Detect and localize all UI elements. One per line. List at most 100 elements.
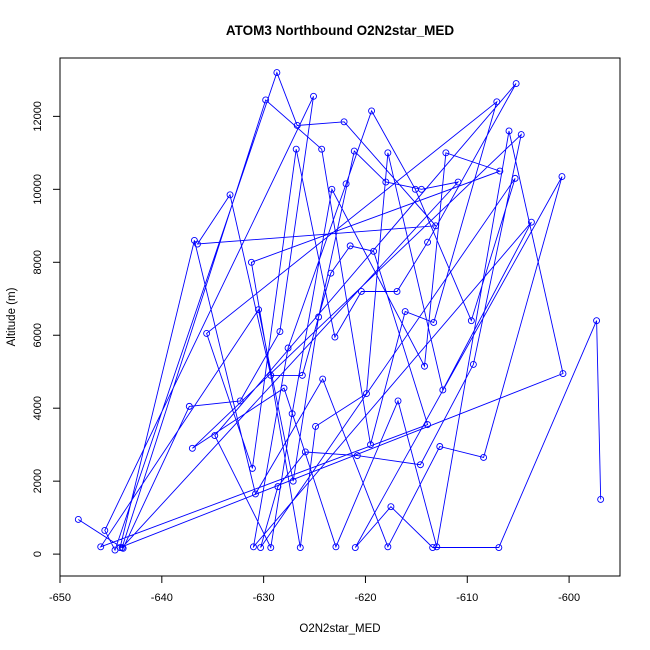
data-point: [190, 236, 198, 244]
data-point: [384, 149, 392, 157]
data-point: [101, 526, 109, 534]
data-point: [293, 122, 301, 129]
data-point: [368, 107, 376, 115]
data-point: [496, 167, 504, 175]
series-line: [78, 71, 602, 552]
x-axis: -650 -640 -630 -620 -610 -600: [49, 575, 580, 604]
data-point: [298, 371, 306, 379]
data-point: [252, 490, 259, 498]
data-point: [119, 544, 127, 552]
data-point: [257, 544, 265, 551]
data-point: [350, 147, 358, 155]
y-tick-label: 12000: [32, 101, 44, 132]
plot-frame: [59, 57, 621, 577]
y-tick-label: 4000: [32, 396, 44, 420]
data-point: [292, 145, 300, 153]
data-point: [211, 432, 219, 440]
x-tick-label: -610: [456, 592, 478, 604]
data-point: [289, 477, 297, 485]
data-point: [387, 503, 395, 511]
y-tick-label: 2000: [32, 469, 44, 493]
data-point: [527, 218, 535, 226]
data-point: [331, 333, 339, 341]
data-point: [467, 317, 475, 325]
data-point: [505, 127, 513, 135]
data-point: [310, 92, 317, 100]
data-point: [353, 452, 361, 460]
data-point: [439, 386, 447, 394]
data-point: [593, 317, 601, 325]
data-point: [288, 410, 296, 418]
data-point: [327, 269, 335, 277]
data-point: [454, 178, 462, 186]
data-point: [424, 421, 432, 429]
x-tick-label: -620: [354, 592, 376, 604]
data-point: [517, 131, 525, 139]
data-point: [284, 344, 292, 352]
data-point: [597, 495, 605, 503]
data-point: [262, 96, 270, 104]
data-point: [188, 444, 196, 452]
series-points: [74, 69, 605, 554]
y-tick-label: 10000: [32, 174, 44, 205]
data-point: [429, 544, 437, 551]
data-point: [370, 247, 378, 255]
data-point: [469, 360, 477, 368]
y-axis-label: Altitude (m): [6, 287, 18, 346]
data-point: [116, 544, 124, 551]
data-point: [351, 544, 359, 551]
data-point: [346, 242, 354, 250]
data-point: [267, 544, 275, 551]
data-point: [247, 258, 255, 266]
data-point: [296, 544, 304, 551]
data-point: [401, 308, 409, 315]
data-point: [74, 516, 82, 523]
data-point: [280, 384, 288, 392]
data-point: [226, 191, 234, 199]
y-tick-label: 8000: [32, 250, 44, 274]
x-tick-label: -640: [151, 592, 173, 604]
y-tick-label: 6000: [32, 323, 44, 347]
y-axis: 0 2000 4000 6000 8000 10000 12000: [32, 101, 61, 557]
data-point: [97, 543, 105, 551]
data-point: [203, 329, 211, 337]
data-point: [436, 443, 444, 450]
data-point: [236, 397, 244, 405]
data-point: [432, 222, 440, 230]
data-point: [357, 288, 365, 295]
data-point: [250, 543, 257, 551]
data-point: [442, 149, 450, 157]
data-point: [382, 178, 390, 186]
data-point: [433, 543, 441, 551]
data-point: [118, 544, 126, 551]
data-point: [342, 180, 350, 188]
data-point: [185, 402, 193, 410]
data-point: [328, 185, 336, 193]
data-point: [363, 390, 370, 398]
data-point: [393, 288, 401, 295]
data-point: [394, 397, 402, 405]
x-tick-label: -650: [49, 592, 71, 604]
data-point: [332, 543, 340, 551]
x-axis-label: O2N2star_MED: [299, 623, 380, 635]
data-point: [512, 80, 520, 87]
data-point: [424, 238, 432, 246]
data-point: [340, 118, 348, 126]
data-point: [411, 185, 419, 193]
data-point: [276, 328, 284, 336]
data-point: [480, 453, 488, 461]
data-point: [301, 448, 309, 456]
data-point: [273, 69, 281, 77]
data-point: [248, 464, 256, 472]
data-point: [559, 370, 567, 377]
data-point: [319, 375, 327, 383]
data-point: [430, 319, 438, 326]
series-lines: [78, 71, 602, 552]
y-tick-label: 0: [32, 551, 44, 557]
x-tick-label: -600: [558, 592, 580, 604]
data-point: [315, 313, 323, 321]
data-point: [511, 174, 519, 182]
data-point: [318, 145, 326, 153]
data-point: [255, 306, 262, 314]
